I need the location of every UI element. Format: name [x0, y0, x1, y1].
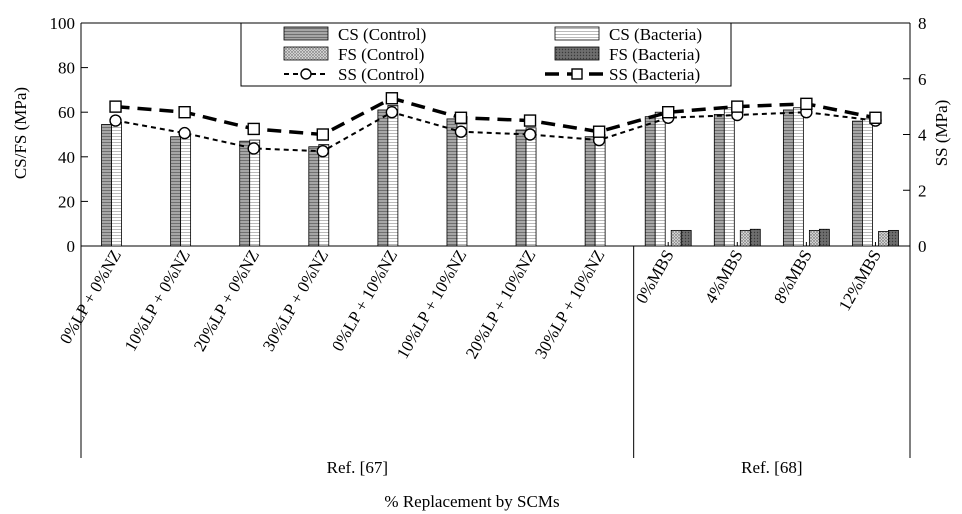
legend-marker-ss-bacteria [571, 68, 583, 80]
x-category-label: 30%LP + 0%NZ [259, 247, 332, 355]
group-label: Ref. [67] [327, 458, 388, 477]
bar-cs-bacteria [862, 118, 873, 247]
bar-cs-bacteria [792, 107, 804, 247]
point-ss-bacteria [385, 92, 399, 105]
right-y-tick-label: 8 [918, 14, 927, 33]
right-y-tick-label: 0 [918, 237, 927, 256]
x-category-label: 20%LP + 0%NZ [190, 247, 263, 355]
point-ss-bacteria [178, 105, 191, 119]
legend-swatch-fs-bacteria [554, 46, 600, 61]
x-category-label: 0%MBS [632, 247, 678, 307]
x-category-label: 20%LP + 10%NZ [462, 247, 540, 362]
lines-layer [109, 92, 882, 158]
x-axis-label: % Replacement by SCMs [384, 492, 559, 511]
point-ss-control [178, 126, 191, 140]
legend-swatch-cs-control [283, 26, 329, 41]
point-ss-bacteria [869, 111, 882, 124]
bar-fs-bacteria [680, 229, 692, 247]
bar-cs-bacteria [180, 134, 192, 247]
bar-fs-control [670, 229, 682, 247]
point-ss-bacteria [454, 111, 468, 124]
right-y-tick-label: 2 [918, 181, 927, 200]
point-ss-bacteria [247, 122, 260, 136]
right-y-tick-label: 4 [918, 126, 927, 145]
bars-layer [101, 105, 899, 247]
left-y-tick-label: 0 [67, 237, 76, 256]
bar-fs-bacteria [888, 229, 899, 247]
point-ss-bacteria [662, 105, 675, 119]
bar-fs-control [878, 231, 889, 247]
bar-cs-control [308, 146, 320, 247]
bar-cs-bacteria [111, 121, 122, 247]
point-ss-control [385, 105, 399, 119]
bar-cs-control [239, 140, 251, 247]
point-ss-bacteria [523, 114, 537, 127]
legend-label-fs-bacteria: FS (Bacteria) [609, 45, 700, 64]
point-ss-bacteria [731, 100, 744, 113]
point-ss-control [109, 114, 122, 127]
legend-marker-ss-control [300, 68, 312, 80]
legend-label-ss-bacteria: SS (Bacteria) [609, 65, 700, 84]
point-ss-control [316, 145, 329, 158]
left-y-axis-label: CS/FS (MPa) [11, 87, 30, 179]
bar-cs-control [852, 120, 863, 247]
legend-swatch-fs-control [283, 46, 329, 61]
point-ss-bacteria [592, 125, 606, 138]
right-y-tick-label: 6 [918, 70, 927, 89]
bar-cs-control [170, 136, 182, 247]
bar-cs-bacteria [723, 107, 735, 247]
x-category-label: 30%LP + 10%NZ [531, 247, 609, 362]
bar-cs-bacteria [249, 139, 261, 247]
point-ss-bacteria [316, 128, 329, 141]
point-ss-bacteria [800, 97, 813, 111]
x-category-label: 4%MBS [701, 247, 747, 307]
group-label: Ref. [68] [741, 458, 802, 477]
bar-cs-control [782, 109, 794, 247]
left-y-tick-label: 60 [58, 103, 75, 122]
bar-cs-control [377, 109, 389, 247]
point-ss-control [247, 142, 260, 155]
x-category-label: 10%LP + 0%NZ [121, 247, 194, 355]
right-y-axis-label: SS (MPa) [932, 100, 951, 167]
bar-fs-bacteria [749, 228, 761, 247]
bar-cs-control [644, 116, 656, 247]
point-ss-bacteria [109, 100, 122, 113]
legend-swatch-cs-bacteria [554, 26, 600, 41]
left-y-tick-label: 40 [58, 148, 75, 167]
x-category-label: 8%MBS [770, 247, 816, 307]
bar-cs-control [584, 136, 596, 247]
bar-cs-bacteria [654, 111, 666, 247]
point-ss-control [454, 125, 468, 138]
legend-label-cs-control: CS (Control) [338, 25, 426, 44]
left-y-tick-label: 100 [50, 14, 76, 33]
x-category-label: 0%LP + 10%NZ [328, 247, 401, 355]
x-group-labels: Ref. [67] Ref. [68] [327, 246, 803, 477]
bar-cs-bacteria [525, 127, 537, 247]
bar-cs-control [101, 124, 112, 247]
bar-fs-control [739, 229, 751, 247]
bar-cs-control [515, 129, 527, 247]
bar-cs-control [446, 118, 458, 247]
left-y-tick-label: 80 [58, 59, 75, 78]
bar-cs-bacteria [387, 105, 399, 247]
right-y-axis: 0 2 4 6 8 [903, 14, 927, 458]
x-category-label: 12%MBS [835, 247, 885, 315]
line-ss-bacteria [115, 96, 876, 137]
bar-cs-control [713, 114, 725, 247]
bar-fs-bacteria [818, 228, 830, 247]
legend-label-ss-control: SS (Control) [338, 65, 424, 84]
legend: CS (Control) CS (Bacteria) FS (Control) FS … [240, 22, 732, 87]
legend-label-fs-control: FS (Control) [338, 45, 424, 64]
line-ss-control [115, 111, 876, 153]
bar-fs-control [808, 229, 820, 247]
legend-label-cs-bacteria: CS (Bacteria) [609, 25, 702, 44]
left-y-tick-label: 20 [58, 192, 75, 211]
bar-cs-bacteria [318, 144, 330, 247]
x-category-label: 0%LP + 0%NZ [56, 247, 125, 348]
x-category-label: 10%LP + 10%NZ [393, 247, 471, 362]
bar-cs-bacteria [594, 134, 606, 247]
point-ss-control [523, 128, 537, 141]
